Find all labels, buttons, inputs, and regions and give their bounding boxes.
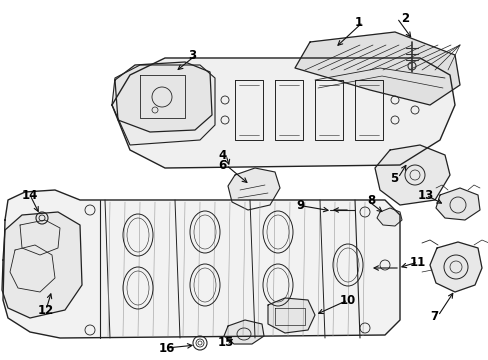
- Polygon shape: [429, 242, 481, 292]
- Text: 9: 9: [296, 198, 305, 212]
- Text: 7: 7: [429, 310, 437, 323]
- Text: 12: 12: [38, 303, 54, 316]
- Polygon shape: [435, 188, 479, 220]
- Text: 2: 2: [400, 12, 408, 24]
- Polygon shape: [376, 208, 401, 226]
- Polygon shape: [224, 320, 264, 344]
- Text: 16: 16: [158, 342, 175, 355]
- Text: 1: 1: [354, 15, 363, 28]
- Polygon shape: [3, 190, 399, 338]
- Polygon shape: [115, 62, 212, 132]
- Text: 14: 14: [22, 189, 38, 202]
- Text: 6: 6: [218, 158, 226, 171]
- Text: 15: 15: [218, 336, 234, 348]
- Text: 5: 5: [389, 171, 397, 185]
- Polygon shape: [374, 145, 449, 205]
- Polygon shape: [112, 58, 454, 168]
- Polygon shape: [294, 32, 459, 105]
- Polygon shape: [227, 168, 280, 210]
- Polygon shape: [2, 212, 82, 318]
- Text: 3: 3: [187, 49, 196, 62]
- Polygon shape: [267, 298, 314, 333]
- Text: 4: 4: [218, 149, 226, 162]
- Polygon shape: [112, 65, 215, 145]
- Text: 10: 10: [339, 293, 356, 306]
- Text: 8: 8: [366, 194, 374, 207]
- Text: 11: 11: [409, 256, 426, 269]
- Text: 13: 13: [417, 189, 433, 202]
